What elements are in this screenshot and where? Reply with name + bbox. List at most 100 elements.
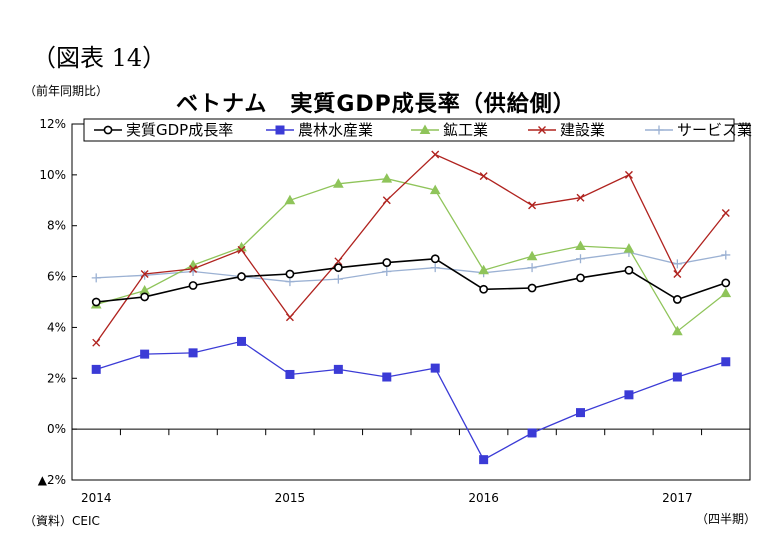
legend-marker xyxy=(275,125,285,135)
data-point xyxy=(91,297,101,307)
chart-axes: 12% 10% 8% 6% 4% 2% 0% ▲2% 2014 2015 2016 2017 xyxy=(38,117,751,505)
legend-marker xyxy=(654,125,664,135)
data-point xyxy=(672,259,682,269)
legend-marker xyxy=(538,126,546,134)
data-point xyxy=(721,209,730,217)
data-point xyxy=(285,269,295,279)
chart-title: ベトナム 実質GDP成長率（供給側） xyxy=(176,92,576,117)
data-point xyxy=(189,264,198,273)
legend-item: 農林水産業 xyxy=(266,121,373,139)
data-point xyxy=(333,178,344,188)
data-point xyxy=(430,263,440,273)
series-line xyxy=(95,153,727,344)
legend-label: 農林水産業 xyxy=(298,121,373,139)
data-point xyxy=(575,240,586,251)
data-point xyxy=(624,390,634,400)
data-point xyxy=(479,455,489,465)
data-point xyxy=(285,369,295,379)
x-tick-label: 2014 xyxy=(81,491,112,505)
x-axis-unit: （四半期） xyxy=(695,512,756,526)
data-point xyxy=(430,363,440,373)
data-point xyxy=(623,243,635,253)
series-line xyxy=(96,178,727,333)
data-point xyxy=(382,372,392,382)
data-point xyxy=(140,270,149,279)
legend-item: サービス業 xyxy=(645,121,752,139)
data-point xyxy=(721,278,731,288)
data-point xyxy=(381,173,393,183)
data-point xyxy=(576,408,585,418)
data-point xyxy=(382,258,392,267)
x-tick-label: 2015 xyxy=(275,491,306,505)
data-point xyxy=(528,201,537,210)
y-tick-label: 10% xyxy=(39,168,66,182)
data-point xyxy=(624,265,634,275)
y-tick-label: 6% xyxy=(47,270,66,284)
data-point xyxy=(526,250,538,261)
data-point xyxy=(478,264,489,275)
data-point xyxy=(333,274,343,284)
data-point xyxy=(429,184,441,195)
data-point xyxy=(576,193,585,202)
data-point xyxy=(720,287,732,298)
data-point xyxy=(382,196,391,205)
data-point xyxy=(721,357,731,367)
legend-box xyxy=(83,118,735,142)
data-point xyxy=(140,292,150,302)
data-point xyxy=(382,266,392,276)
legend-label: 鉱工業 xyxy=(443,121,488,139)
series-1 xyxy=(91,336,731,465)
data-point xyxy=(334,257,343,266)
data-point xyxy=(188,281,198,290)
data-point xyxy=(479,284,489,294)
data-point xyxy=(285,277,295,287)
data-point xyxy=(92,338,101,347)
data-point xyxy=(527,283,537,293)
data-point xyxy=(237,336,246,346)
data-point xyxy=(576,273,585,283)
data-point xyxy=(576,254,585,264)
data-point xyxy=(672,372,682,382)
data-point xyxy=(91,273,101,283)
source-note: （資料）CEIC xyxy=(24,514,100,528)
x-tick-label: 2016 xyxy=(468,491,499,505)
legend-label: 実質GDP成長率 xyxy=(126,121,233,139)
data-point xyxy=(479,172,488,181)
y-axis-unit: （前年同期比） xyxy=(24,84,109,98)
legend-marker xyxy=(103,125,113,135)
figure-label: （図表 14） xyxy=(32,44,167,72)
data-point xyxy=(431,150,440,159)
legend-item: 鉱工業 xyxy=(411,121,488,139)
data-point xyxy=(284,194,296,205)
legend-label: サービス業 xyxy=(677,121,752,139)
y-tick-label: 2% xyxy=(47,371,66,385)
series-line xyxy=(96,257,727,303)
data-point xyxy=(237,272,246,281)
data-point xyxy=(333,364,343,374)
chart-legend: 実質GDP成長率 農林水産業 鉱工業 建設業 サービス業 xyxy=(83,118,752,142)
data-point xyxy=(430,254,440,264)
data-point xyxy=(673,270,682,279)
y-tick-label: 4% xyxy=(47,320,66,334)
data-point xyxy=(140,270,150,280)
series-3 xyxy=(92,150,730,347)
legend-item: 建設業 xyxy=(528,121,605,139)
legend-item: 実質GDP成長率 xyxy=(94,121,233,139)
data-point xyxy=(91,364,101,374)
data-point xyxy=(140,349,150,359)
data-point xyxy=(527,263,537,273)
data-point xyxy=(672,295,682,304)
data-point xyxy=(285,313,294,322)
series-line xyxy=(96,251,726,283)
y-tick-label: ▲2% xyxy=(38,473,66,487)
legend-label: 建設業 xyxy=(560,121,605,139)
series-layer xyxy=(90,150,732,465)
data-point xyxy=(624,170,633,179)
y-tick-label: 12% xyxy=(39,117,66,131)
data-point xyxy=(188,348,198,358)
legend-marker xyxy=(419,124,431,134)
x-tick-label: 2017 xyxy=(662,491,693,505)
data-point xyxy=(721,250,731,260)
data-point xyxy=(333,263,343,273)
